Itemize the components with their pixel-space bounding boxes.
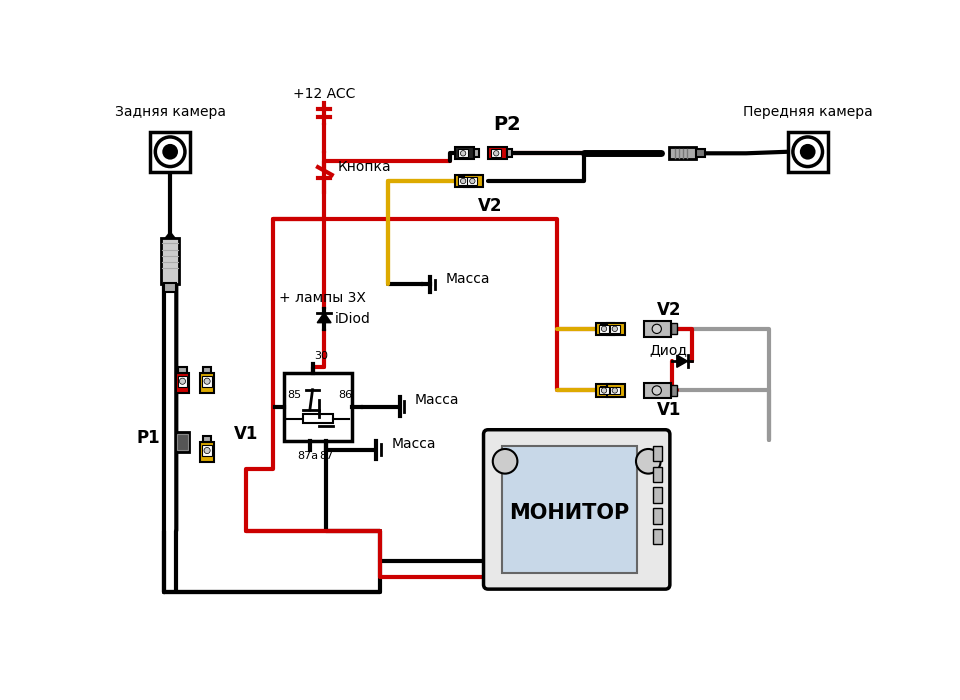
Bar (601, 386, 607, 394)
Bar (596, 323, 614, 335)
Circle shape (180, 378, 185, 384)
Bar (284, 372, 352, 440)
Bar (653, 467, 662, 482)
Circle shape (793, 137, 823, 167)
Text: +12 ACC: +12 ACC (293, 87, 355, 101)
Text: V1: V1 (234, 426, 258, 443)
Text: Масса: Масса (445, 272, 491, 286)
Circle shape (204, 447, 210, 454)
Circle shape (204, 378, 210, 384)
Circle shape (469, 178, 475, 183)
Circle shape (601, 388, 607, 393)
Bar (458, 177, 468, 185)
Bar (468, 177, 477, 185)
Bar (176, 372, 189, 393)
Bar (179, 367, 186, 373)
Text: Передняя камера: Передняя камера (743, 106, 873, 120)
Bar (203, 445, 212, 456)
Bar (653, 508, 662, 524)
Text: 86: 86 (338, 391, 352, 400)
Bar (465, 175, 483, 187)
Circle shape (493, 150, 499, 156)
Circle shape (461, 150, 466, 156)
Text: Масса: Масса (392, 437, 436, 451)
Bar (653, 446, 662, 461)
Text: Диод: Диод (650, 344, 688, 358)
Bar (459, 177, 465, 185)
Bar (488, 147, 507, 160)
Bar (507, 150, 512, 158)
Bar (669, 147, 696, 160)
Text: V2: V2 (478, 197, 503, 215)
Bar (177, 434, 188, 450)
Bar (458, 150, 468, 158)
Bar (203, 376, 212, 386)
Bar (601, 325, 607, 332)
Circle shape (612, 326, 617, 332)
Bar (644, 383, 671, 398)
Bar (164, 283, 177, 292)
Text: МОНИТОР: МОНИТОР (509, 503, 629, 524)
Bar (473, 150, 479, 158)
Text: Задняя камера: Задняя камера (114, 106, 226, 120)
Text: 85: 85 (287, 391, 301, 400)
Bar (596, 384, 614, 397)
Bar (203, 436, 211, 442)
Text: V2: V2 (657, 300, 682, 318)
FancyBboxPatch shape (484, 430, 670, 589)
Bar (644, 321, 671, 337)
Text: P2: P2 (493, 115, 521, 134)
Bar (599, 325, 609, 332)
Bar (176, 432, 189, 452)
Bar (671, 385, 677, 396)
Polygon shape (677, 355, 687, 368)
Circle shape (601, 326, 607, 332)
Polygon shape (317, 313, 331, 323)
Text: Кнопка: Кнопка (338, 160, 392, 174)
Bar (201, 442, 214, 462)
Bar (607, 384, 625, 397)
Bar (671, 323, 677, 335)
Bar (653, 529, 662, 545)
Circle shape (163, 145, 177, 159)
Bar (599, 386, 609, 394)
Circle shape (636, 449, 660, 474)
Bar (696, 150, 706, 158)
Text: 30: 30 (314, 351, 328, 361)
Bar (614, 325, 620, 332)
Bar (455, 175, 473, 187)
Bar (492, 150, 501, 158)
Bar (150, 132, 190, 172)
Circle shape (156, 137, 185, 167)
Circle shape (801, 145, 814, 159)
Bar (607, 323, 625, 335)
Bar (455, 147, 473, 160)
Circle shape (652, 324, 661, 333)
Text: iDiod: iDiod (335, 312, 371, 326)
Text: + лампы 3Х: + лампы 3Х (279, 291, 367, 305)
Bar (614, 386, 620, 394)
Text: V1: V1 (657, 400, 682, 419)
Bar (610, 325, 620, 332)
Circle shape (492, 449, 517, 474)
Bar (787, 132, 828, 172)
Circle shape (461, 178, 466, 183)
Text: 87а: 87а (298, 452, 319, 461)
Bar (303, 414, 333, 424)
Text: 87: 87 (319, 452, 333, 461)
Bar (161, 238, 180, 284)
Circle shape (612, 388, 617, 393)
Circle shape (652, 386, 661, 395)
Bar (178, 376, 187, 386)
Bar (653, 487, 662, 503)
Bar (610, 386, 620, 394)
Bar (502, 446, 636, 573)
Text: Масса: Масса (415, 393, 460, 407)
Bar (203, 367, 211, 373)
Bar (201, 372, 214, 393)
Bar (473, 177, 479, 185)
Text: P1: P1 (136, 429, 160, 447)
